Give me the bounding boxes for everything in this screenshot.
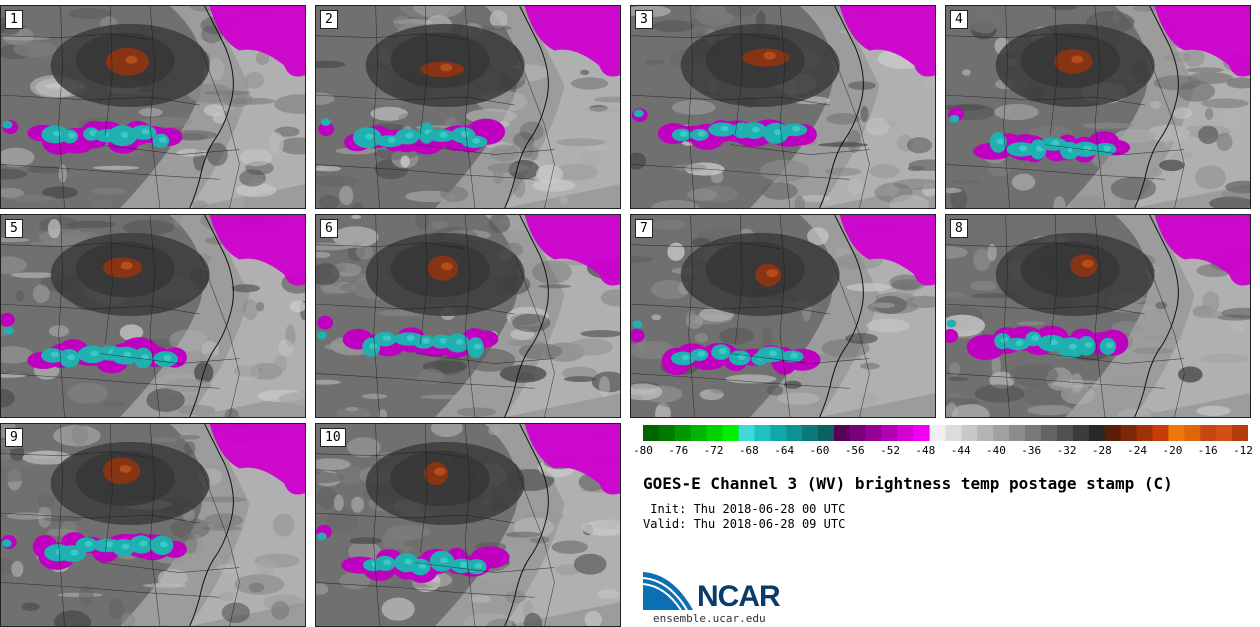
stamp-panel-5: 5 bbox=[0, 214, 306, 418]
wv-satellite-map bbox=[631, 6, 935, 208]
colorbar-swatch bbox=[738, 425, 755, 441]
colorbar-swatch bbox=[1072, 425, 1090, 441]
wv-satellite-map bbox=[1, 424, 305, 626]
colorbar-swatch bbox=[913, 425, 931, 441]
colorbar-tick-label: -16 bbox=[1197, 444, 1218, 457]
colorbar-swatch bbox=[993, 425, 1010, 441]
ncar-logo-icon bbox=[643, 572, 693, 611]
colorbar-tick-label: -72 bbox=[703, 444, 724, 457]
wv-satellite-map bbox=[1, 6, 305, 208]
stamp-panel-3: 3 bbox=[630, 5, 936, 209]
colorbar-swatch bbox=[977, 425, 994, 441]
colorbar-swatch bbox=[849, 425, 867, 441]
panel-label: 9 bbox=[5, 428, 23, 447]
panel-label: 7 bbox=[635, 219, 653, 238]
panel-label: 5 bbox=[5, 219, 23, 238]
colorbar-swatch bbox=[1088, 425, 1106, 441]
panel-label: 4 bbox=[950, 10, 968, 29]
colorbar-swatch bbox=[1200, 425, 1217, 441]
colorbar-tick-label: -60 bbox=[809, 444, 830, 457]
colorbar-swatch bbox=[770, 425, 787, 441]
figure-title: GOES-E Channel 3 (WV) brightness temp po… bbox=[643, 474, 1173, 493]
colorbar-tick-label: -52 bbox=[880, 444, 900, 457]
colorbar-swatch bbox=[754, 425, 771, 441]
colorbar-swatch bbox=[786, 425, 803, 441]
colorbar-swatch bbox=[818, 425, 835, 441]
colorbar-swatch bbox=[706, 425, 724, 441]
stamp-panel-7: 7 bbox=[630, 214, 936, 418]
colorbar-swatch bbox=[674, 425, 692, 441]
wv-satellite-map bbox=[316, 6, 620, 208]
stamp-panel-10: 10 bbox=[315, 423, 621, 627]
panel-label: 8 bbox=[950, 219, 968, 238]
colorbar-swatch bbox=[643, 425, 660, 441]
colorbar-swatch bbox=[1184, 425, 1201, 441]
colorbar-swatch bbox=[722, 425, 740, 441]
colorbar-swatch bbox=[945, 425, 962, 441]
panel-label: 2 bbox=[320, 10, 338, 29]
colorbar-tick-label: -12 bbox=[1233, 444, 1253, 457]
colorbar-swatch bbox=[1009, 425, 1026, 441]
init-time: Init: Thu 2018-06-28 00 UTC bbox=[643, 502, 846, 516]
colorbar-swatch bbox=[1056, 425, 1074, 441]
panel-label: 3 bbox=[635, 10, 653, 29]
panel-label: 6 bbox=[320, 219, 338, 238]
panel-label: 1 bbox=[5, 10, 23, 29]
colorbar-tick-label: -68 bbox=[738, 444, 759, 457]
colorbar-swatch bbox=[834, 425, 851, 441]
wv-satellite-map bbox=[316, 215, 620, 417]
colorbar-swatch bbox=[1025, 425, 1042, 441]
colorbar-swatch bbox=[1041, 425, 1058, 441]
wv-satellite-map bbox=[946, 6, 1250, 208]
colorbar-tick-label: -56 bbox=[844, 444, 865, 457]
colorbar-swatch bbox=[1136, 425, 1153, 441]
panel-label: 10 bbox=[320, 428, 346, 447]
colorbar-tick-label: -44 bbox=[950, 444, 971, 457]
colorbar-tick-label: -64 bbox=[774, 444, 795, 457]
colorbar-tick-label: -40 bbox=[986, 444, 1006, 457]
colorbar-swatch bbox=[881, 425, 899, 441]
colorbar-tick-label: -20 bbox=[1162, 444, 1183, 457]
colorbar-tick-label: -32 bbox=[1056, 444, 1077, 457]
colorbar-ticks: -80 -76 -72 -68 -64 -60 -56 -52 -48 -44 -40 -36 -32 -… bbox=[630, 444, 1260, 460]
colorbar-swatch bbox=[961, 425, 978, 441]
wv-satellite-map bbox=[1, 215, 305, 417]
colorbar-swatch bbox=[865, 425, 883, 441]
colorbar-tick-label: -24 bbox=[1127, 444, 1148, 457]
stamp-panel-8: 8 bbox=[945, 214, 1251, 418]
colorbar-swatch bbox=[1232, 425, 1248, 441]
logo-wordmark: NCAR bbox=[697, 580, 781, 613]
logo-url: ensemble.ucar.edu bbox=[653, 612, 766, 625]
colorbar-swatch bbox=[802, 425, 819, 441]
wv-satellite-map bbox=[631, 215, 935, 417]
colorbar-swatch bbox=[658, 425, 676, 441]
stamp-panel-6: 6 bbox=[315, 214, 621, 418]
stamp-panel-2: 2 bbox=[315, 5, 621, 209]
wv-satellite-map bbox=[946, 215, 1250, 417]
colorbar-swatch bbox=[1168, 425, 1185, 441]
wv-satellite-map bbox=[316, 424, 620, 626]
colorbar-swatch bbox=[1120, 425, 1138, 441]
colorbar-swatch bbox=[690, 425, 708, 441]
colorbar-swatch bbox=[929, 425, 946, 441]
stamp-panel-4: 4 bbox=[945, 5, 1251, 209]
valid-time: Valid: Thu 2018-06-28 09 UTC bbox=[643, 517, 846, 531]
colorbar-tick-label: -28 bbox=[1091, 444, 1112, 457]
colorbar-swatch bbox=[1104, 425, 1122, 441]
colorbar-tick-label: -76 bbox=[668, 444, 689, 457]
colorbar-tick-label: -80 bbox=[633, 444, 653, 457]
colorbar-swatch bbox=[897, 425, 915, 441]
colorbar bbox=[643, 425, 1248, 441]
colorbar-tick-label: -36 bbox=[1021, 444, 1042, 457]
colorbar-tick-label: -48 bbox=[915, 444, 936, 457]
colorbar-swatch bbox=[1152, 425, 1169, 441]
colorbar-swatch bbox=[1216, 425, 1233, 441]
stamp-panel-1: 1 bbox=[0, 5, 306, 209]
stamp-panel-9: 9 bbox=[0, 423, 306, 627]
